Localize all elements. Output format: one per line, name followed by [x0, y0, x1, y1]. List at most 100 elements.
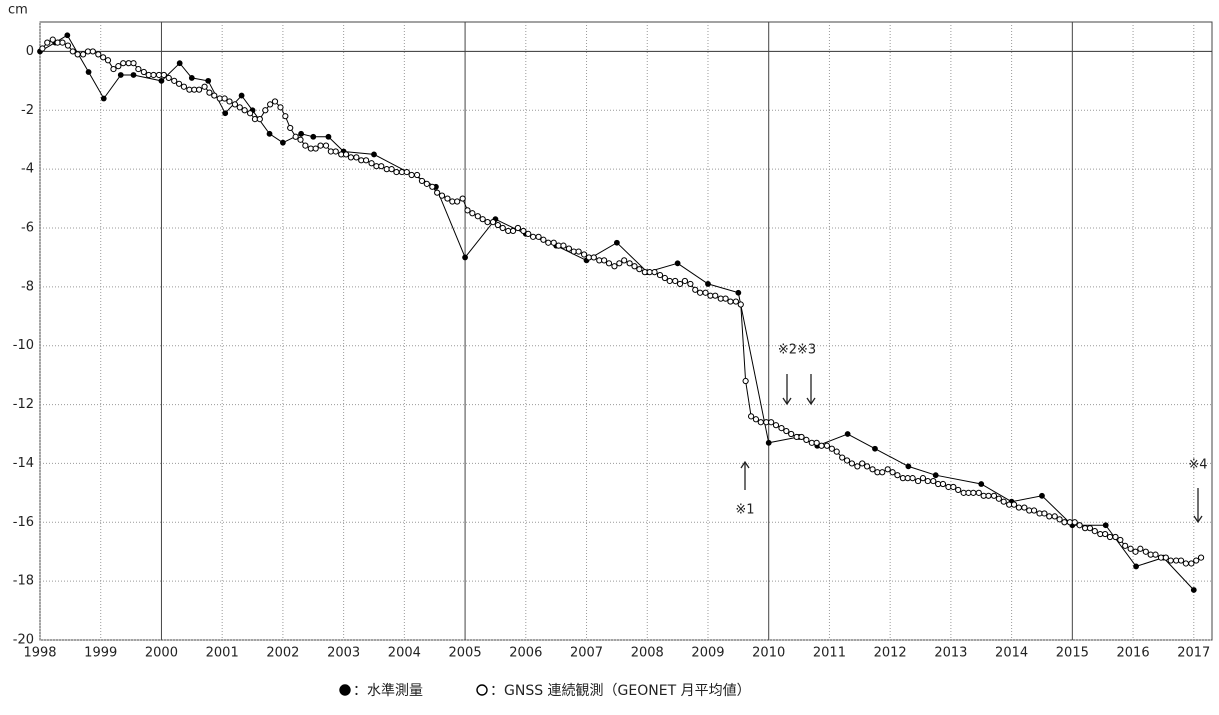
data-point	[120, 60, 127, 67]
data-point	[1133, 563, 1139, 570]
data-point	[438, 192, 446, 199]
data-point	[95, 51, 102, 58]
data-point	[256, 116, 263, 123]
y-tick-label: -4	[21, 162, 34, 177]
data-point	[454, 198, 461, 205]
data-point	[1167, 557, 1174, 564]
data-point	[909, 475, 916, 482]
data-point	[1152, 551, 1159, 558]
x-tick-label: 2009	[691, 646, 724, 661]
data-point	[226, 98, 233, 105]
data-point	[277, 104, 284, 111]
data-point	[803, 436, 810, 443]
data-point	[636, 266, 643, 273]
data-point	[978, 481, 985, 487]
data-point	[535, 233, 542, 240]
x-tick-label: 2005	[449, 646, 482, 661]
data-point	[884, 466, 891, 473]
legend-label: ：GNSS 連続観測（GEONET 月平均値）	[490, 682, 751, 699]
data-point	[1106, 533, 1114, 541]
data-point	[135, 65, 142, 73]
data-point	[1137, 545, 1144, 552]
plot-area	[39, 21, 1213, 641]
data-point	[872, 445, 878, 452]
data-point	[1190, 587, 1197, 593]
data-point	[175, 80, 183, 87]
y-tick-label: -2	[21, 103, 34, 118]
data-point	[196, 86, 203, 93]
data-point	[222, 110, 229, 117]
x-tick-label: 2002	[266, 646, 299, 661]
data-point	[905, 463, 912, 470]
x-tick-label: 2007	[570, 646, 603, 661]
y-tick-label: -18	[13, 574, 34, 589]
data-point	[565, 245, 573, 252]
data-point	[489, 219, 497, 226]
data-point	[818, 442, 825, 449]
data-point	[894, 472, 901, 479]
data-point	[85, 69, 92, 75]
y-tick-label: -20	[13, 633, 34, 648]
data-point	[545, 239, 552, 246]
data-point	[130, 72, 137, 78]
data-point	[1091, 528, 1098, 535]
data-point	[205, 77, 212, 84]
data-point	[371, 151, 377, 158]
data-point	[59, 39, 66, 46]
x-tick-label: 2006	[509, 646, 542, 661]
data-point	[206, 89, 213, 96]
data-point	[869, 466, 876, 473]
data-point	[712, 292, 719, 299]
annotation: ※4	[1188, 458, 1207, 473]
data-point	[828, 445, 835, 452]
data-point	[611, 263, 618, 270]
data-point	[696, 289, 704, 296]
data-point	[180, 83, 188, 90]
data-point	[176, 60, 183, 67]
data-point	[732, 298, 740, 305]
data-point	[692, 286, 699, 293]
data-point	[1193, 557, 1200, 564]
data-point	[848, 460, 855, 467]
data-point	[494, 221, 501, 229]
data-point	[839, 454, 846, 461]
data-point	[580, 251, 588, 258]
data-point	[423, 180, 430, 187]
data-point	[292, 133, 299, 140]
y-tick-label: -14	[13, 456, 34, 471]
data-point	[590, 254, 597, 261]
data-point	[325, 133, 332, 140]
data-point	[509, 227, 517, 235]
data-point	[459, 195, 466, 202]
data-point	[1177, 557, 1185, 564]
x-tick-label: 2014	[995, 646, 1028, 661]
data-point	[560, 242, 567, 249]
data-point	[262, 107, 269, 114]
data-point	[100, 54, 107, 61]
data-point	[788, 430, 795, 438]
data-point	[672, 277, 679, 285]
data-point	[117, 72, 124, 78]
data-point	[342, 151, 350, 158]
data-point	[150, 71, 157, 79]
data-point	[1197, 554, 1205, 561]
data-point	[469, 210, 476, 217]
data-point	[651, 269, 658, 276]
data-point	[104, 57, 112, 64]
data-point	[1041, 510, 1048, 517]
data-point	[201, 83, 208, 90]
data-point	[160, 71, 167, 79]
data-point	[302, 142, 309, 149]
data-point	[165, 74, 172, 82]
data-point	[474, 213, 481, 220]
y-tick-label: -12	[13, 397, 34, 412]
data-point	[529, 233, 537, 240]
data-point	[783, 427, 790, 435]
data-point	[39, 45, 46, 52]
data-point	[990, 492, 998, 499]
x-tick-label: 2015	[1056, 646, 1089, 661]
legend-marker	[339, 684, 351, 696]
data-point	[1182, 560, 1189, 567]
data-point	[211, 92, 218, 99]
